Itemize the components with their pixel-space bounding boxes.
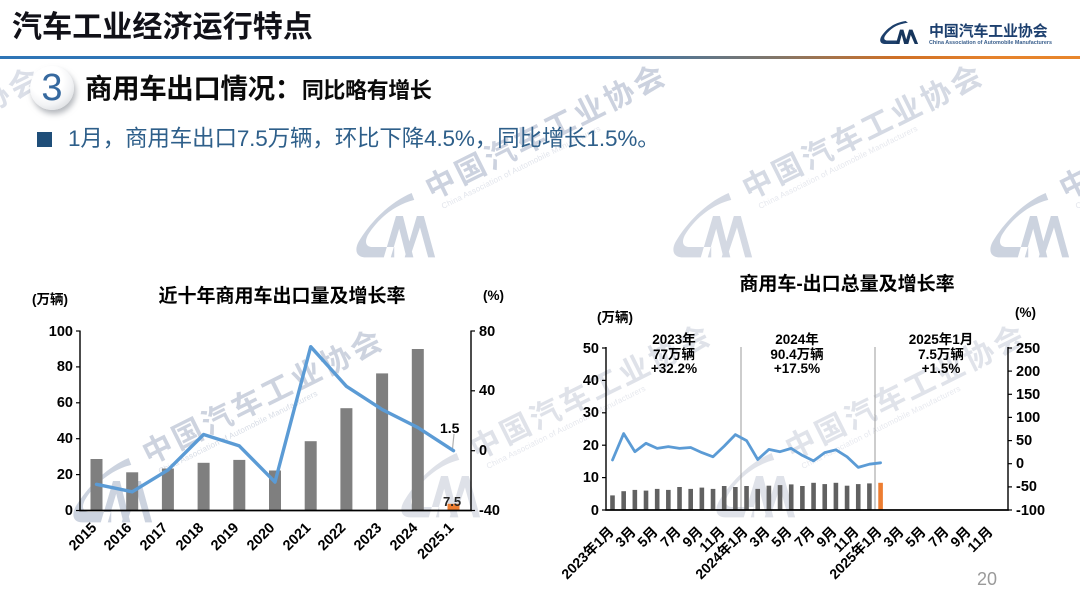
svg-text:中国汽车工业协会: 中国汽车工业协会	[1050, 50, 1080, 208]
svg-text:中国汽车工业协会: 中国汽车工业协会	[733, 50, 990, 208]
